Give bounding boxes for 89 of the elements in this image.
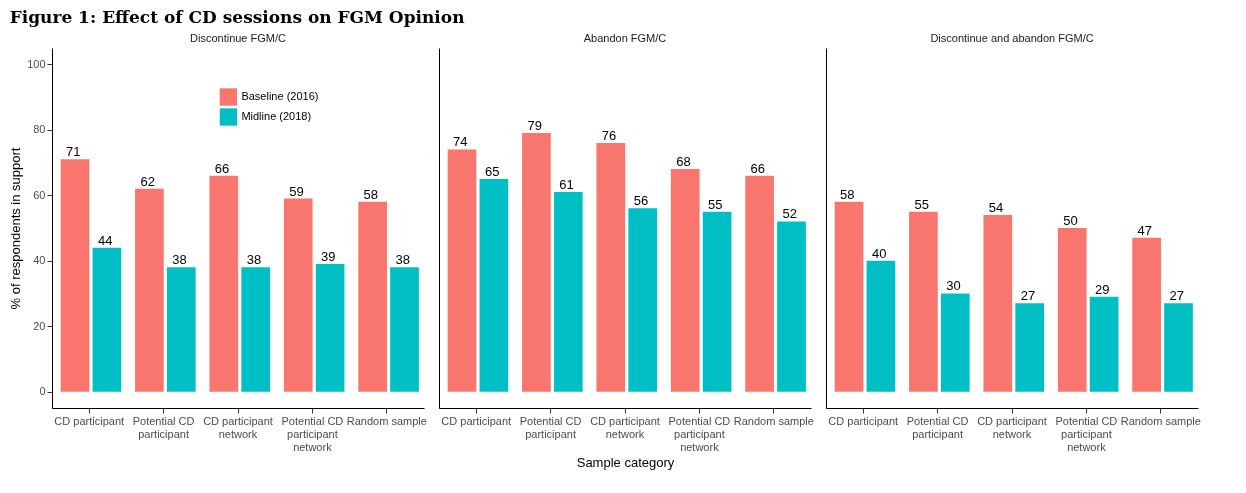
data-label: 47 (1137, 222, 1153, 238)
bar (60, 159, 90, 392)
x-tick-label: Random sample (346, 414, 427, 427)
data-label: 55 (914, 196, 929, 212)
x-tick-label: Potential CD participant (906, 414, 969, 440)
data-label: 38 (395, 252, 410, 268)
bar (1164, 303, 1193, 392)
data-label: 71 (66, 144, 81, 160)
data-label: 52 (782, 206, 797, 222)
bar (553, 192, 583, 392)
bar (166, 267, 196, 392)
x-tick-label: CD participant network (203, 414, 273, 440)
bar (479, 178, 509, 392)
x-tick-label: CD participant network (977, 414, 1047, 440)
bar (909, 211, 938, 392)
data-label: 68 (676, 154, 691, 170)
x-tick-label: CD participant (828, 414, 899, 427)
data-label: 74 (453, 134, 468, 150)
bar (447, 149, 477, 392)
x-tick-label: CD participant (441, 414, 512, 427)
bar (596, 142, 626, 392)
x-axis-title: Sample category (576, 454, 675, 470)
y-tick-label: 40 (33, 254, 46, 267)
y-tick-label: 100 (27, 57, 46, 70)
bar (745, 175, 774, 392)
data-label: 50 (1063, 213, 1078, 228)
bar (522, 133, 551, 392)
bar (241, 267, 271, 392)
data-label: 62 (140, 173, 155, 189)
bar (92, 247, 122, 392)
chart-title: Abandon FGM/C (583, 32, 667, 44)
data-label: 79 (527, 118, 542, 134)
bar (390, 267, 419, 392)
data-label: 61 (559, 177, 574, 192)
bar (1057, 228, 1087, 392)
bar (358, 201, 387, 392)
y-tick-label: 0 (39, 385, 46, 398)
x-tick-label: Potential CD participant (519, 414, 582, 440)
bar (983, 214, 1013, 392)
x-tick-label: Potential CD participant network (281, 414, 344, 453)
x-tick-label: CD participant (54, 414, 125, 427)
data-label: 38 (246, 252, 262, 268)
chart-title: Discontinue FGM/C (190, 32, 287, 44)
x-tick-label: Potential CD participant network (668, 414, 731, 453)
bar (135, 188, 164, 392)
bar (628, 208, 658, 392)
bar (1132, 237, 1161, 392)
data-label: 29 (1095, 281, 1110, 297)
data-label: 55 (708, 196, 723, 212)
data-label: 59 (289, 183, 304, 199)
bar (1015, 303, 1045, 392)
bar (777, 221, 806, 392)
x-tick-label: Random sample (1120, 414, 1201, 427)
data-label: 27 (1020, 288, 1036, 304)
legend-label: Midline (2018) (241, 110, 312, 122)
y-tick-label: 60 (33, 188, 46, 201)
y-tick-label: 80 (33, 123, 46, 136)
y-axis-title: % of respondents in support (8, 147, 24, 310)
bar (1089, 296, 1119, 392)
bar (702, 211, 732, 392)
data-label: 66 (750, 160, 766, 176)
bar (940, 293, 970, 392)
data-label: 54 (988, 199, 1004, 215)
data-label: 58 (840, 186, 855, 202)
x-tick-label: Potential CD participant network (1055, 414, 1118, 453)
bar (283, 198, 313, 392)
bar (866, 260, 896, 392)
bar (315, 264, 345, 392)
x-tick-label: Random sample (733, 414, 814, 427)
data-label: 38 (172, 252, 187, 268)
caption: Figure 1: Effect of CD sessions on FGM Opinion (9, 7, 465, 27)
data-label: 39 (321, 249, 336, 264)
data-label: 76 (601, 127, 617, 143)
x-tick-label: Potential CD participant (132, 414, 195, 440)
data-label: 40 (871, 245, 887, 261)
data-label: 27 (1169, 288, 1184, 304)
data-label: 66 (214, 160, 230, 176)
data-label: 44 (97, 232, 113, 248)
data-label: 30 (946, 278, 961, 294)
data-label: 58 (363, 186, 379, 202)
bar (670, 169, 700, 392)
x-tick-label: CD participant network (590, 414, 660, 440)
data-label: 65 (484, 163, 500, 179)
bar (209, 175, 239, 392)
y-tick-label: 20 (33, 319, 46, 332)
data-label: 56 (633, 193, 649, 209)
bar (834, 201, 864, 392)
chart-title: Discontinue and abandon FGM/C (930, 32, 1094, 44)
legend-label: Baseline (2016) (241, 90, 319, 102)
